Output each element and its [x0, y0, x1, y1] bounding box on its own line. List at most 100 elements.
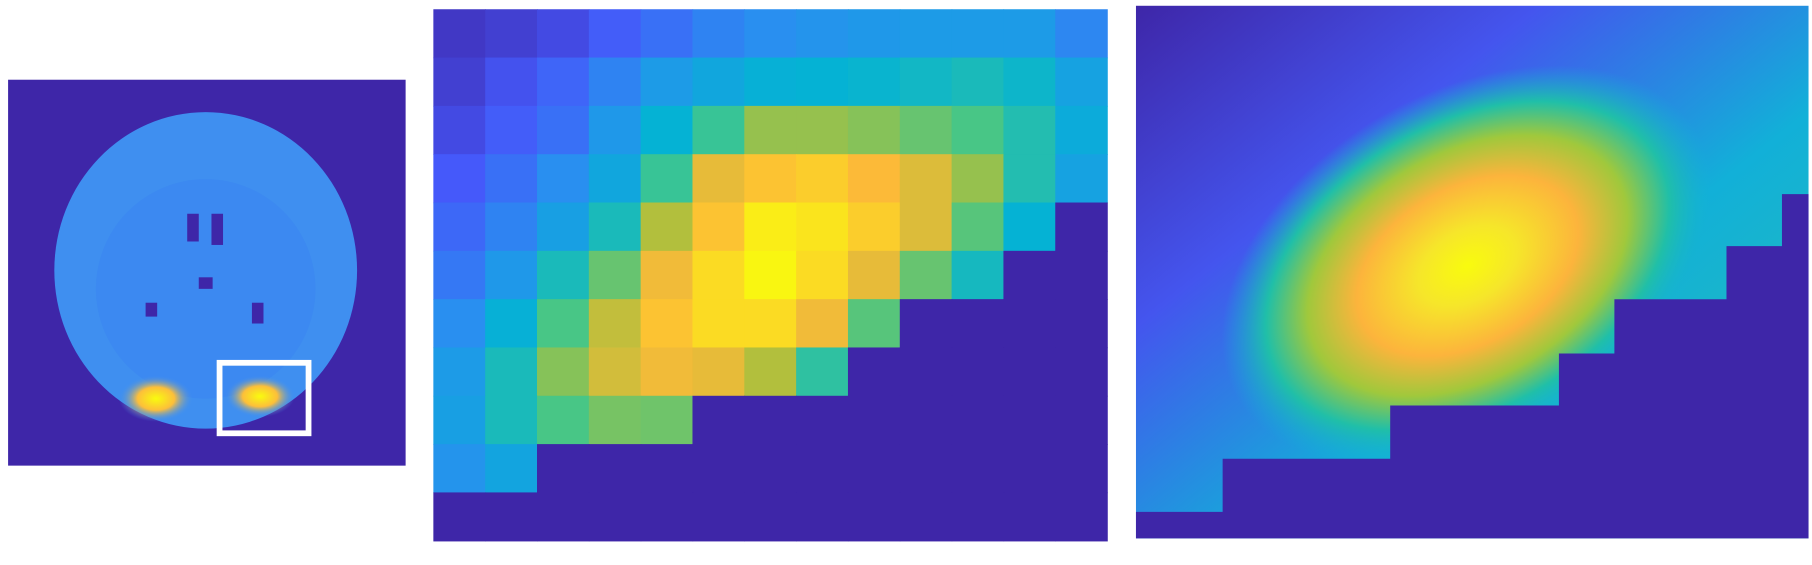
- pixel-cell: [640, 105, 694, 155]
- pixel-cell: [744, 347, 797, 397]
- pixel-cell: [537, 250, 590, 300]
- pixel-cell: [1003, 492, 1056, 542]
- pixel-cell: [692, 492, 745, 542]
- pixel-cell: [951, 154, 1005, 204]
- ventricle: [145, 302, 158, 317]
- pixel-cell: [1003, 299, 1056, 349]
- pixel-cell: [485, 492, 538, 542]
- pixel-cell: [847, 492, 901, 542]
- pixel-cell: [899, 105, 953, 155]
- pixel-cell: [433, 492, 486, 542]
- pixel-panel: [433, 9, 1108, 542]
- pixel-cell: [744, 299, 797, 349]
- pixel-cell: [640, 250, 694, 300]
- pixel-cell: [485, 395, 538, 445]
- pixel-cell: [1055, 57, 1108, 107]
- pixel-cell: [1055, 9, 1108, 59]
- hotspot: [225, 375, 295, 418]
- pixel-cell: [537, 492, 590, 542]
- pixel-cell: [847, 347, 901, 397]
- pixel-cell: [640, 444, 694, 494]
- pixel-cell: [640, 347, 694, 397]
- pixel-cell: [537, 395, 590, 445]
- pixel-cell: [640, 57, 694, 107]
- pixel-cell: [1003, 347, 1056, 397]
- pixel-cell: [588, 444, 642, 494]
- pixel-cell: [588, 347, 642, 397]
- pixel-cell: [796, 202, 849, 252]
- pixel-cell: [1055, 299, 1108, 349]
- pixel-cell: [588, 250, 642, 300]
- mask: [1135, 194, 1809, 539]
- ventricle: [211, 213, 224, 245]
- pixel-cell: [1055, 395, 1108, 445]
- pixel-cell: [692, 250, 745, 300]
- pixel-cell: [537, 444, 590, 494]
- pixel-cell: [692, 57, 745, 107]
- pixel-cell: [640, 299, 694, 349]
- pixel-cell: [899, 154, 953, 204]
- pixel-cell: [1055, 347, 1108, 397]
- pixel-cell: [951, 444, 1005, 494]
- pixel-cell: [899, 250, 953, 300]
- pixel-cell: [744, 57, 797, 107]
- pixel-cell: [744, 202, 797, 252]
- pixel-cell: [433, 57, 486, 107]
- pixel-cell: [433, 347, 486, 397]
- pixel-cell: [433, 250, 486, 300]
- pixel-cell: [1003, 395, 1056, 445]
- pixel-cell: [433, 105, 486, 155]
- pixel-cell: [899, 299, 953, 349]
- pixel-cell: [1003, 105, 1056, 155]
- pixel-cell: [899, 202, 953, 252]
- pixel-cell: [1003, 154, 1056, 204]
- pixel-cell: [433, 395, 486, 445]
- pixel-cell: [796, 154, 849, 204]
- zoom-box: [216, 359, 312, 437]
- pixel-cell: [485, 154, 538, 204]
- pixel-cell: [744, 444, 797, 494]
- pixel-cell: [744, 250, 797, 300]
- pixel-cell: [951, 347, 1005, 397]
- pixel-cell: [485, 299, 538, 349]
- pixel-cell: [692, 395, 745, 445]
- pixel-cell: [588, 492, 642, 542]
- pixel-cell: [1003, 250, 1056, 300]
- pixel-cell: [744, 492, 797, 542]
- pixel-cell: [588, 154, 642, 204]
- pixel-cell: [1003, 57, 1056, 107]
- pixel-cell: [899, 395, 953, 445]
- pixel-cell: [692, 9, 745, 59]
- brain-panel: [8, 79, 406, 466]
- pixel-cell: [796, 395, 849, 445]
- pixel-cell: [796, 57, 849, 107]
- pixel-cell: [1055, 105, 1108, 155]
- pixel-cell: [485, 202, 538, 252]
- pixel-cell: [951, 202, 1005, 252]
- pixel-cell: [537, 299, 590, 349]
- pixel-cell: [692, 299, 745, 349]
- pixel-cell: [537, 347, 590, 397]
- pixel-cell: [1055, 154, 1108, 204]
- pixel-cell: [1055, 250, 1108, 300]
- pixel-cell: [847, 202, 901, 252]
- pixel-cell: [899, 9, 953, 59]
- pixel-cell: [588, 57, 642, 107]
- pixel-cell: [1055, 492, 1108, 542]
- pixel-cell: [796, 444, 849, 494]
- pixel-cell: [847, 395, 901, 445]
- pixel-cell: [537, 154, 590, 204]
- pixel-cell: [692, 202, 745, 252]
- hotspot: [119, 375, 193, 422]
- pixel-cell: [640, 395, 694, 445]
- pixel-cell: [640, 492, 694, 542]
- pixel-cell: [796, 347, 849, 397]
- pixel-cell: [744, 154, 797, 204]
- pixel-cell: [847, 299, 901, 349]
- pixel-cell: [485, 444, 538, 494]
- pixel-cell: [537, 9, 590, 59]
- pixel-cell: [537, 202, 590, 252]
- pixel-cell: [433, 299, 486, 349]
